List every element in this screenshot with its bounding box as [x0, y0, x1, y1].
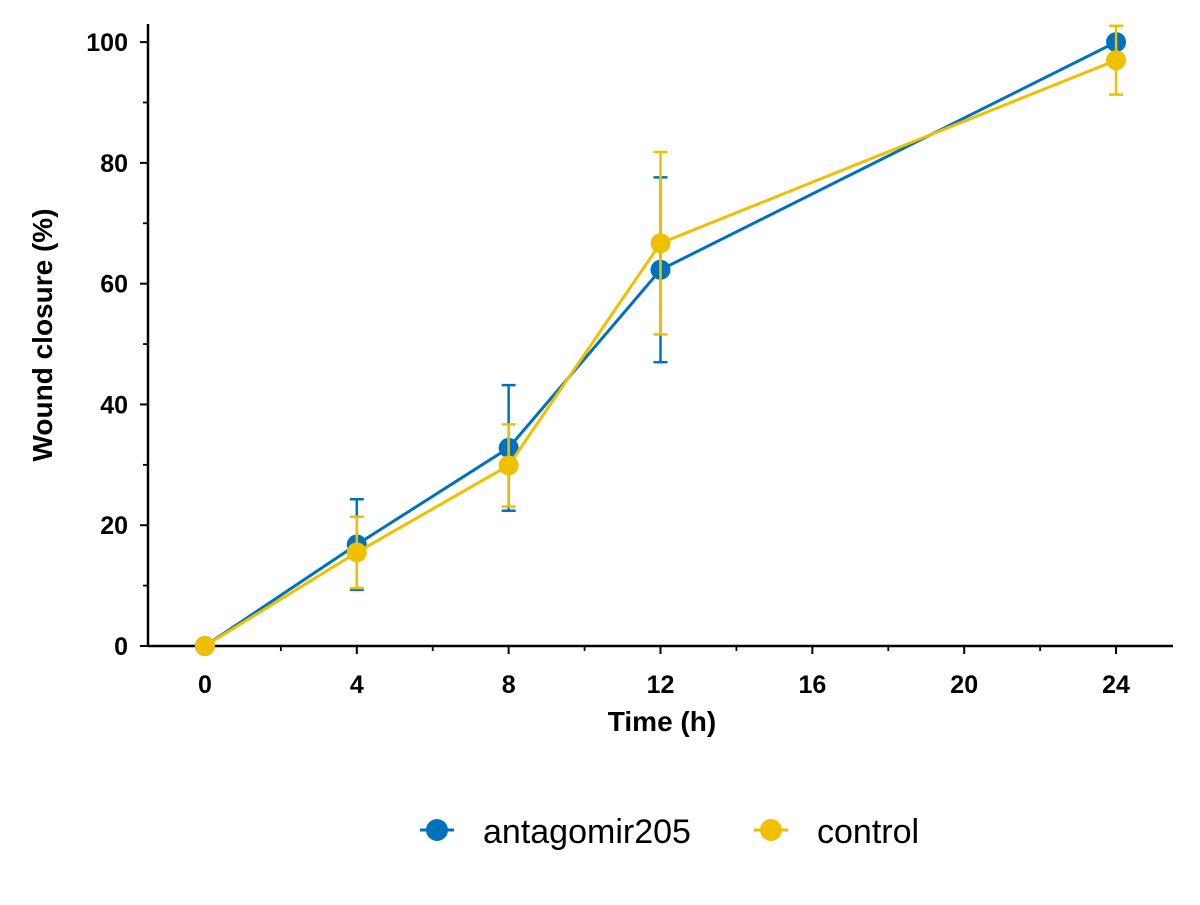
x-tick-label: 24: [1102, 671, 1130, 699]
y-tick-label: 40: [100, 391, 128, 419]
legend-label: antagomir205: [483, 813, 691, 851]
legend-item: control: [754, 813, 919, 851]
y-tick-label: 20: [100, 512, 128, 540]
series-antagomir205: [194, 32, 1127, 656]
data-point: [650, 233, 671, 254]
y-axis-title: Wound closure (%): [27, 208, 58, 461]
legend-marker: [760, 819, 782, 841]
legend-label: control: [817, 813, 919, 851]
data-point: [194, 636, 215, 656]
y-tick-label: 0: [114, 633, 128, 661]
y-tick-label: 100: [86, 29, 128, 57]
data-point: [346, 542, 367, 563]
data-point: [498, 455, 519, 476]
y-tick-label: 80: [100, 150, 128, 178]
legend-item: antagomir205: [420, 813, 691, 851]
legend-marker: [426, 819, 448, 841]
series-layer: [194, 24, 1127, 656]
x-tick-label: 0: [198, 671, 212, 699]
ticks: 0 4 8 12 16 20 24 0 20 40 60 80 100: [86, 29, 1130, 699]
x-tick-label: 8: [502, 671, 516, 699]
x-tick-label: 20: [950, 671, 978, 699]
x-tick-label: 12: [647, 671, 675, 699]
legend: antagomir205 control: [420, 813, 919, 851]
x-axis-title: Time (h): [608, 706, 716, 737]
x-tick-label: 4: [350, 671, 364, 699]
data-point: [1106, 50, 1127, 71]
x-tick-label: 16: [798, 671, 826, 699]
y-tick-label: 60: [100, 271, 128, 299]
series-control: [194, 24, 1127, 656]
